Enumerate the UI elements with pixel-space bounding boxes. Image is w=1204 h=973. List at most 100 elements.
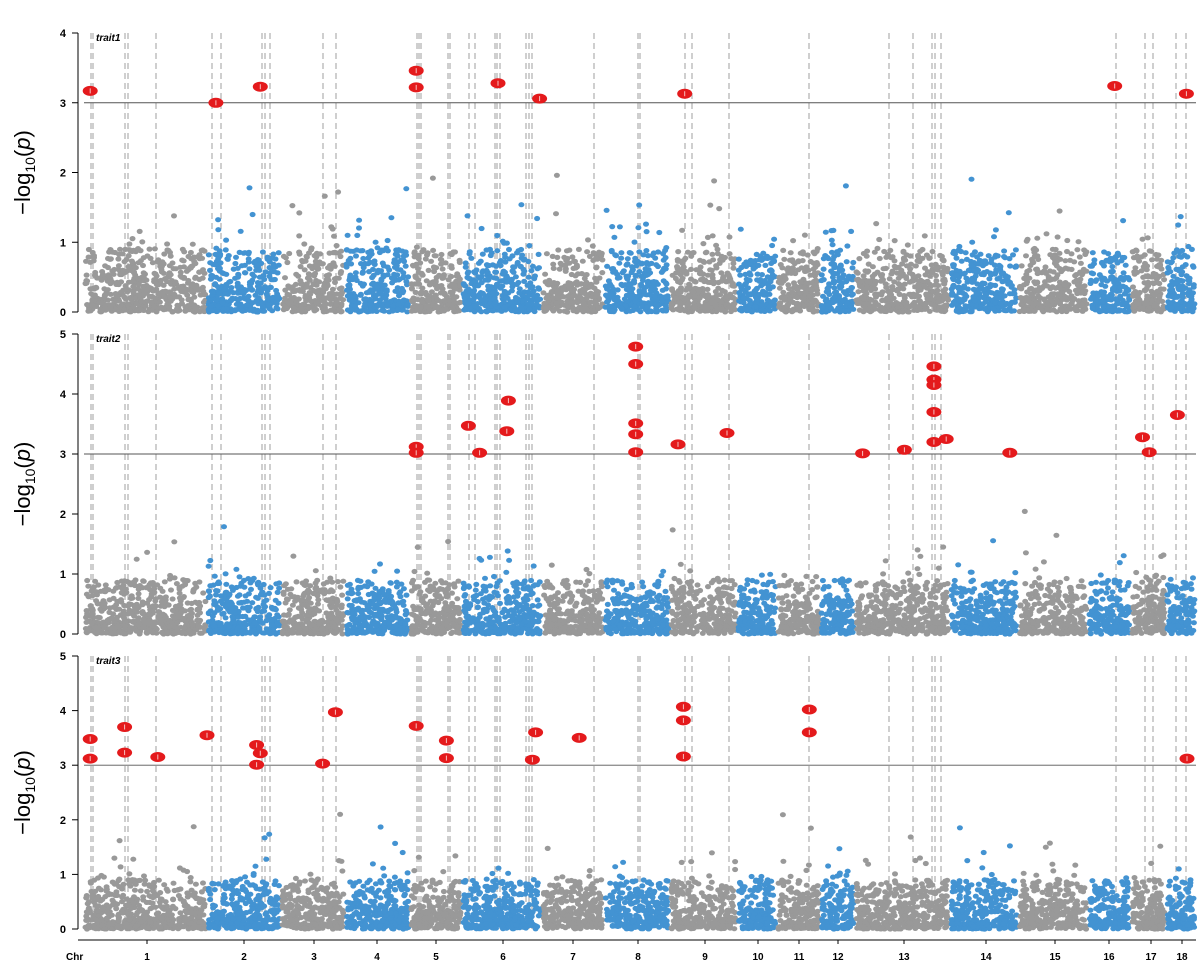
snp-point	[1156, 281, 1162, 286]
snp-point	[242, 270, 248, 275]
snp-point	[433, 293, 439, 298]
snp-point	[691, 250, 697, 255]
snp-point	[1146, 309, 1152, 314]
snp-point	[473, 279, 479, 284]
snp-point	[296, 233, 302, 238]
snp-point	[392, 257, 398, 262]
snp-point	[679, 228, 685, 233]
snp-point	[345, 283, 351, 288]
snp-point	[300, 302, 306, 307]
snp-point	[317, 299, 323, 304]
snp-point	[826, 292, 832, 297]
snp-point	[367, 254, 373, 259]
snp-point	[526, 243, 532, 248]
snp-point	[759, 258, 765, 263]
snp-point	[632, 304, 638, 309]
snp-point	[215, 227, 221, 232]
snp-point	[716, 206, 722, 211]
snp-point	[719, 288, 725, 293]
snp-point	[757, 277, 763, 282]
snp-point	[683, 297, 689, 302]
snp-point	[808, 294, 814, 299]
snp-point	[467, 306, 473, 311]
snp-point	[843, 183, 849, 188]
snp-point	[1007, 302, 1013, 307]
snp-point	[229, 296, 235, 301]
snp-point	[769, 243, 775, 248]
snp-point	[525, 259, 531, 264]
snp-point	[403, 264, 409, 269]
snp-point	[130, 236, 136, 241]
snp-point	[1064, 238, 1070, 243]
chr-points-16	[1088, 218, 1133, 314]
snp-point	[784, 267, 790, 272]
snp-point	[136, 260, 142, 265]
snp-point	[903, 300, 909, 305]
snp-point	[1001, 248, 1007, 253]
snp-point	[502, 255, 508, 260]
snp-point	[788, 250, 794, 255]
snp-point	[276, 263, 282, 268]
snp-point	[664, 281, 670, 286]
snp-point	[902, 258, 908, 263]
snp-point	[519, 306, 525, 311]
snp-point	[132, 265, 138, 270]
snp-point	[791, 280, 797, 285]
snp-point	[378, 291, 384, 296]
snp-point	[506, 247, 512, 252]
snp-point	[800, 249, 806, 254]
snp-point	[1150, 280, 1156, 285]
snp-point	[576, 305, 582, 310]
snp-point	[1101, 249, 1107, 254]
snp-point	[237, 250, 243, 255]
snp-point	[869, 298, 875, 303]
snp-point	[923, 292, 929, 297]
snp-point	[701, 279, 707, 284]
snp-point	[338, 269, 344, 274]
snp-point	[235, 275, 241, 280]
snp-point	[787, 258, 793, 263]
snp-point	[741, 295, 747, 300]
snp-point	[1145, 273, 1151, 278]
snp-point	[553, 211, 559, 216]
snp-point	[286, 301, 292, 306]
snp-point	[418, 304, 424, 309]
snp-point	[880, 277, 886, 282]
snp-point	[606, 278, 612, 283]
snp-point	[1159, 299, 1165, 304]
snp-point	[354, 278, 360, 283]
snp-point	[972, 298, 978, 303]
snp-point	[330, 226, 336, 231]
snp-point	[560, 285, 566, 290]
snp-point	[207, 268, 213, 273]
snp-point	[709, 252, 715, 257]
snp-point	[859, 284, 865, 289]
snp-point	[511, 265, 517, 270]
snp-point	[696, 288, 702, 293]
snp-point	[367, 302, 373, 307]
snp-point	[806, 306, 812, 311]
snp-point	[320, 288, 326, 293]
snp-point	[234, 284, 240, 289]
snp-point	[763, 290, 769, 295]
snp-point	[837, 283, 843, 288]
snp-point	[151, 279, 157, 284]
snp-point	[643, 273, 649, 278]
snp-point	[171, 213, 177, 218]
snp-point	[593, 302, 599, 307]
snp-point	[1013, 263, 1019, 268]
snp-point	[769, 276, 775, 281]
snp-point	[297, 278, 303, 283]
snp-point	[1062, 296, 1068, 301]
snp-point	[876, 237, 882, 242]
snp-point	[887, 248, 893, 253]
snp-point	[652, 293, 658, 298]
snp-point	[604, 208, 610, 213]
snp-point	[440, 276, 446, 281]
snp-point	[438, 257, 444, 262]
snp-point	[1098, 289, 1104, 294]
snp-point	[935, 299, 941, 304]
snp-point	[188, 256, 194, 261]
snp-point	[271, 269, 277, 274]
snp-point	[844, 301, 850, 306]
